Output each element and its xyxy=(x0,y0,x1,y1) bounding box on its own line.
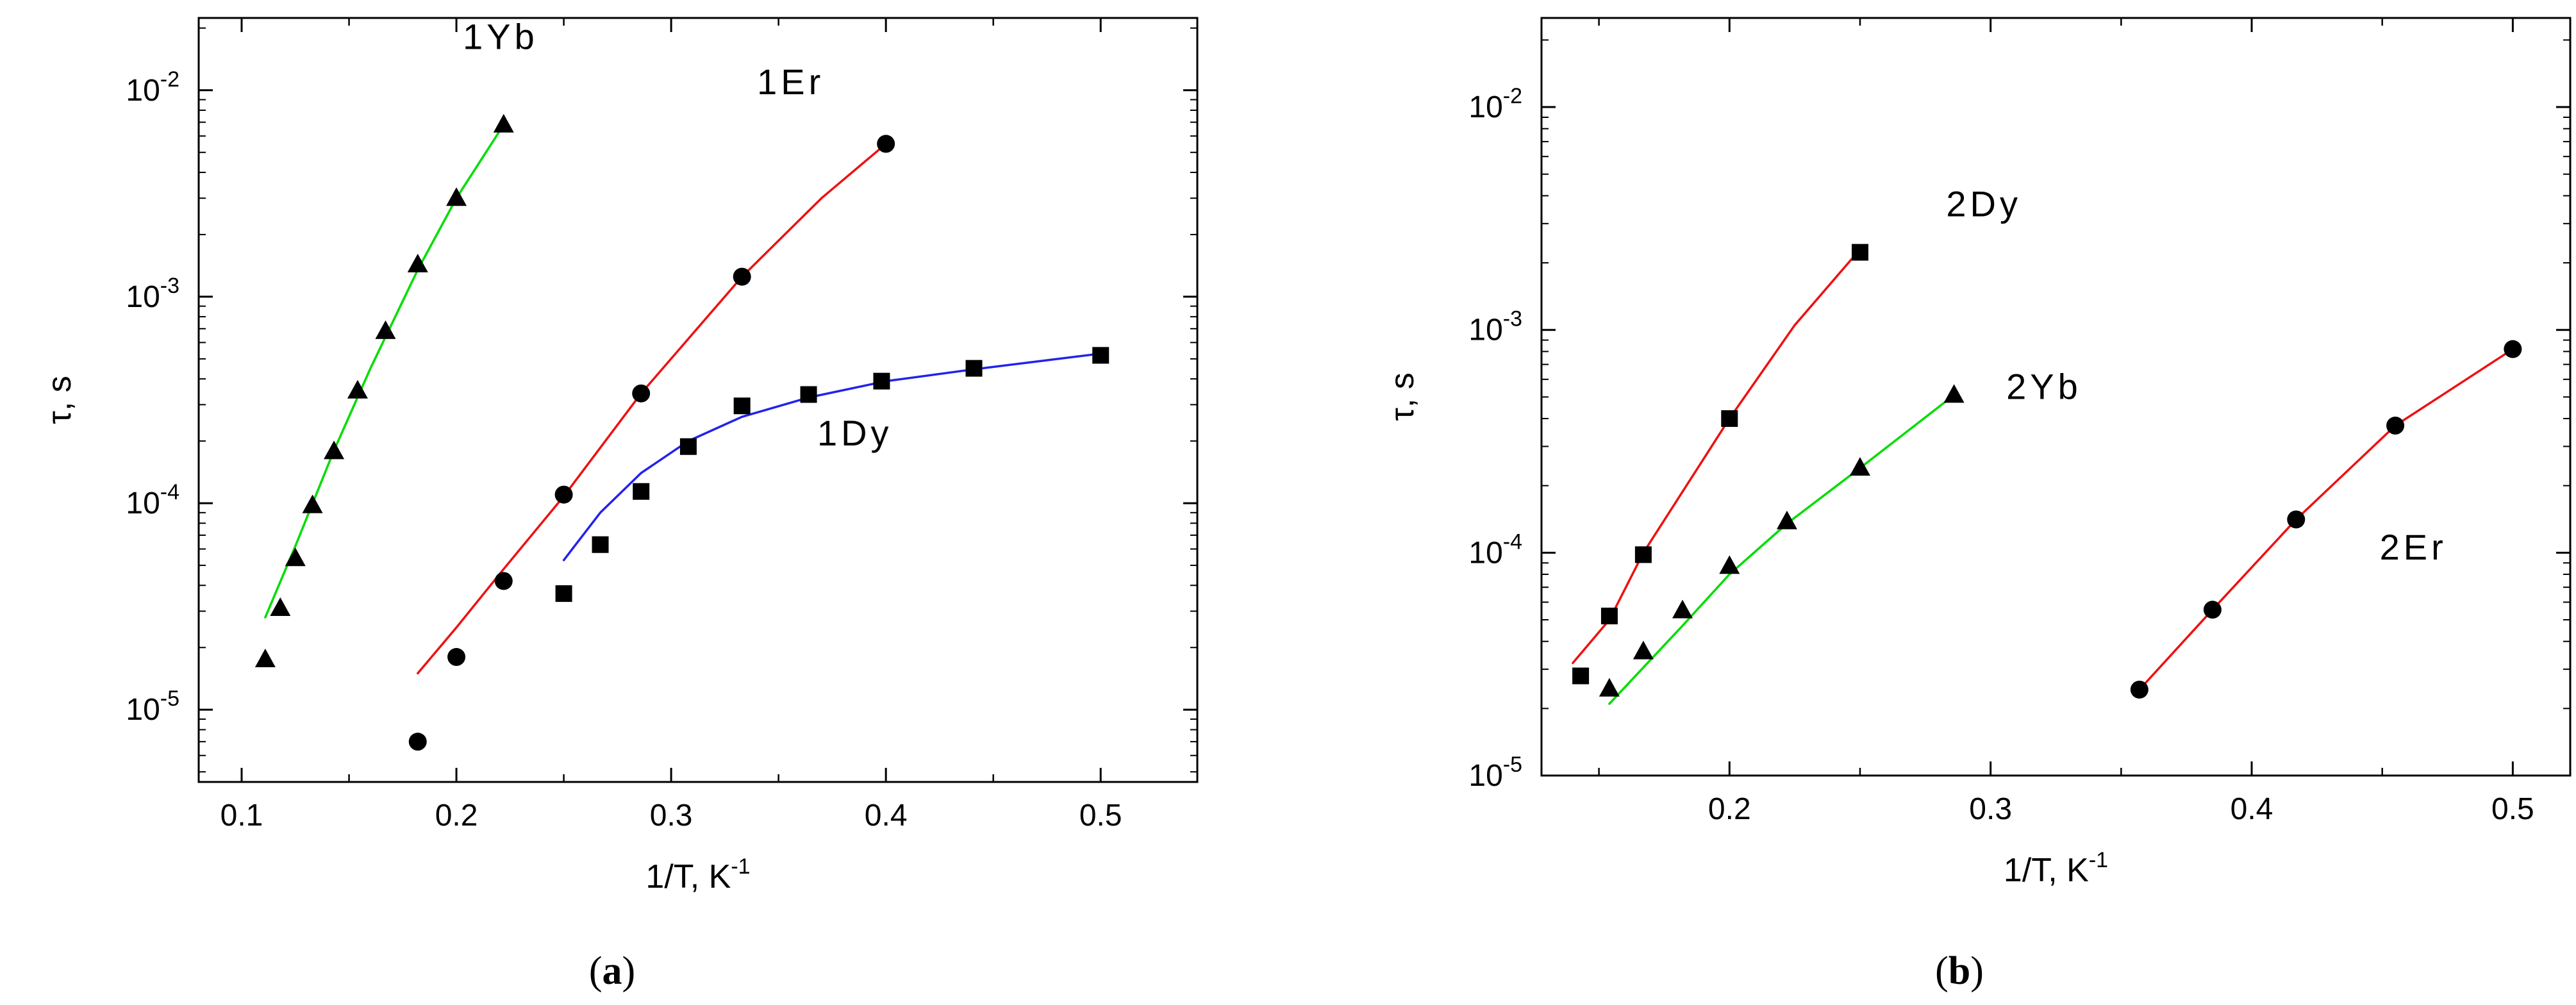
series-label-2Er: 2Er xyxy=(2380,527,2447,567)
data-point-2Dy xyxy=(1851,244,1868,261)
x-tick-label: 0.3 xyxy=(1969,792,2012,826)
x-tick-label: 0.2 xyxy=(1708,792,1751,826)
panel-label: (b) xyxy=(1935,949,1984,993)
data-point-2Yb xyxy=(1776,510,1797,529)
x-tick-label: 0.5 xyxy=(2491,792,2534,826)
data-point-2Er xyxy=(2504,340,2522,358)
series-label-2Dy: 2Dy xyxy=(1946,183,2022,224)
data-point-1Yb xyxy=(302,494,323,513)
data-point-2Dy xyxy=(1721,410,1738,428)
data-point-1Yb xyxy=(270,597,291,616)
y-axis-title: τ, s xyxy=(41,376,78,424)
data-point-2Er xyxy=(2130,680,2148,699)
y-tick-label: 10-3 xyxy=(1468,307,1522,347)
data-point-1Yb xyxy=(493,113,514,133)
y-tick-label: 10-5 xyxy=(126,686,179,727)
data-point-1Dy xyxy=(555,585,572,602)
series-label-1Er: 1Er xyxy=(757,62,824,102)
y-axis-title: τ, s xyxy=(1384,372,1421,420)
data-point-1Er xyxy=(408,733,427,751)
fit-line-2Dy xyxy=(1572,248,1861,665)
data-point-1Er xyxy=(494,572,513,590)
data-point-1Dy xyxy=(965,360,983,377)
data-point-2Er xyxy=(2386,417,2405,435)
y-tick-label: 10-4 xyxy=(1468,529,1522,570)
y-tick-label: 10-2 xyxy=(1468,84,1522,124)
data-point-1Yb xyxy=(347,379,368,399)
series-1Yb: 1Yb xyxy=(254,16,538,667)
x-tick-label: 0.3 xyxy=(650,799,693,833)
x-tick-label: 0.4 xyxy=(2231,792,2273,826)
series-1Dy: 1Dy xyxy=(555,347,1109,602)
data-point-1Dy xyxy=(733,397,751,415)
plot-frame xyxy=(197,17,1199,783)
data-point-2Yb xyxy=(1719,555,1740,574)
data-point-2Dy xyxy=(1634,546,1652,563)
y-tick-label: 10-5 xyxy=(1468,752,1522,793)
data-point-2Yb xyxy=(1599,677,1620,697)
data-point-2Er xyxy=(2287,510,2306,529)
data-point-1Dy xyxy=(633,483,650,500)
fit-line-1Yb xyxy=(264,123,505,619)
series-2Dy: 2Dy xyxy=(1572,183,2022,685)
data-point-1Yb xyxy=(375,320,396,339)
data-point-1Yb xyxy=(285,547,306,567)
fit-line-1Dy xyxy=(562,352,1102,561)
series-label-2Yb: 2Yb xyxy=(2006,366,2082,406)
fit-line-1Er xyxy=(417,142,887,675)
data-point-1Yb xyxy=(446,187,467,206)
data-point-1Er xyxy=(632,384,651,403)
series-1Er: 1Er xyxy=(408,62,895,751)
data-point-1Dy xyxy=(592,536,609,553)
data-point-1Dy xyxy=(679,438,697,455)
x-axis-title: 1/T, K-1 xyxy=(645,854,750,895)
data-point-2Yb xyxy=(1943,384,1965,403)
data-point-1Dy xyxy=(873,372,890,390)
series-label-1Yb: 1Yb xyxy=(463,16,538,56)
series-2Yb: 2Yb xyxy=(1599,366,2082,705)
data-point-1Er xyxy=(554,485,573,504)
y-tick-label: 10-4 xyxy=(126,480,179,520)
y-tick-label: 10-2 xyxy=(126,67,179,108)
x-tick-label: 0.2 xyxy=(435,799,478,833)
data-point-1Dy xyxy=(800,386,817,403)
data-point-2Yb xyxy=(1672,599,1693,619)
fit-line-2Er xyxy=(2138,347,2514,691)
chart-panel-a: 0.1 0.2 0.3 0.4 0.5 10-5 10-4 10-3 10-2 1/T, K-1 τ… xyxy=(41,16,1199,993)
data-point-1Er xyxy=(877,135,895,153)
fit-line-2Yb xyxy=(1608,394,1956,705)
data-point-2Dy xyxy=(1572,667,1590,685)
x-axis-title: 1/T, K-1 xyxy=(2004,848,2108,889)
data-point-1Dy xyxy=(1092,347,1109,364)
x-tick-label: 0.5 xyxy=(1079,799,1122,833)
series-label-1Dy: 1Dy xyxy=(817,413,893,453)
chart-panel-b: 0.2 0.3 0.4 0.5 10-5 10-4 10-3 10-2 1/T, K-1 τ, s… xyxy=(1384,17,2572,993)
data-point-1Er xyxy=(447,648,466,667)
data-point-2Yb xyxy=(1849,457,1870,476)
data-point-2Dy xyxy=(1600,608,1618,625)
x-tick-label: 0.1 xyxy=(220,799,263,833)
panel-label: (a) xyxy=(589,949,635,993)
data-point-1Yb xyxy=(407,253,428,272)
y-tick-label: 10-3 xyxy=(126,274,179,314)
data-point-1Yb xyxy=(254,648,276,667)
series-2Er: 2Er xyxy=(2130,340,2522,699)
data-point-1Er xyxy=(733,267,751,286)
x-tick-label: 0.4 xyxy=(865,799,908,833)
data-point-1Yb xyxy=(324,440,345,460)
data-point-2Er xyxy=(2203,601,2222,619)
data-point-2Yb xyxy=(1633,640,1654,660)
